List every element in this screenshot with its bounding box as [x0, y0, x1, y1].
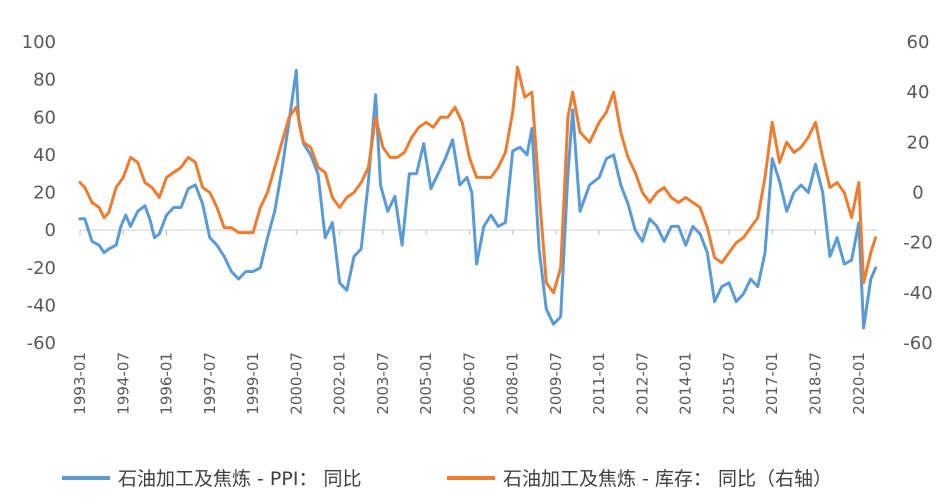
- x-tick-label: 2003-07: [374, 352, 392, 415]
- x-tick-label: 1996-01: [158, 352, 176, 415]
- right-tick-label: 60: [907, 32, 930, 53]
- x-tick-label: 1994-07: [114, 352, 132, 415]
- x-tick-label: 2012-07: [633, 352, 651, 415]
- left-y-axis: 100 80 60 40 20 0 -20 -40 -60: [22, 32, 56, 354]
- x-tick-label: 2008-01: [504, 352, 522, 415]
- series-line-inventory: [78, 65, 878, 295]
- left-tick-label: -20: [27, 258, 56, 279]
- x-tick-label: 2002-01: [331, 352, 349, 415]
- right-tick-label: -20: [903, 233, 932, 254]
- right-tick-label: 20: [907, 132, 930, 153]
- right-tick-label: 40: [907, 82, 930, 103]
- left-tick-label: 20: [33, 183, 56, 204]
- right-tick-label: 0: [912, 183, 923, 204]
- x-tick-label: 1993-01: [71, 352, 89, 415]
- left-tick-label: 40: [33, 145, 56, 166]
- legend: 石油加工及焦炼 - PPI： 同比 石油加工及焦炼 - 库存： 同比（右轴）: [62, 468, 832, 490]
- right-tick-label: -60: [903, 333, 932, 354]
- left-tick-label: -60: [27, 333, 56, 354]
- x-tick-label: 2014-01: [677, 352, 695, 415]
- x-tick-label: 2011-01: [590, 352, 608, 415]
- x-tick-label: 2000-07: [287, 352, 305, 415]
- x-tick-label: 2009-07: [547, 352, 565, 415]
- left-tick-label: 100: [22, 32, 56, 53]
- x-axis: 1993-01 1994-07 1996-01 1997-07 1999-01 2000-…: [71, 230, 868, 415]
- x-tick-label: 2018-07: [807, 352, 825, 415]
- left-tick-label: -40: [27, 295, 56, 316]
- x-tick-label: 1999-01: [244, 352, 262, 415]
- x-tick-label: 2005-01: [417, 352, 435, 415]
- left-tick-label: 80: [33, 70, 56, 91]
- left-tick-label: 0: [45, 220, 56, 241]
- series-line-ppi: [78, 68, 878, 330]
- x-tick-label: 2017-01: [763, 352, 781, 415]
- right-tick-label: -40: [903, 283, 932, 304]
- right-y-axis: 60 40 20 0 -20 -40 -60: [903, 32, 932, 354]
- x-tick-label: 2015-07: [720, 352, 738, 415]
- series-layer: [78, 65, 878, 330]
- left-tick-label: 60: [33, 107, 56, 128]
- legend-label-inventory: 石油加工及焦炼 - 库存： 同比（右轴）: [503, 468, 832, 490]
- x-tick-label: 2006-07: [460, 352, 478, 415]
- x-tick-label: 2020-01: [850, 352, 868, 415]
- legend-label-ppi: 石油加工及焦炼 - PPI： 同比: [118, 468, 362, 490]
- x-tick-label: 1997-07: [201, 352, 219, 415]
